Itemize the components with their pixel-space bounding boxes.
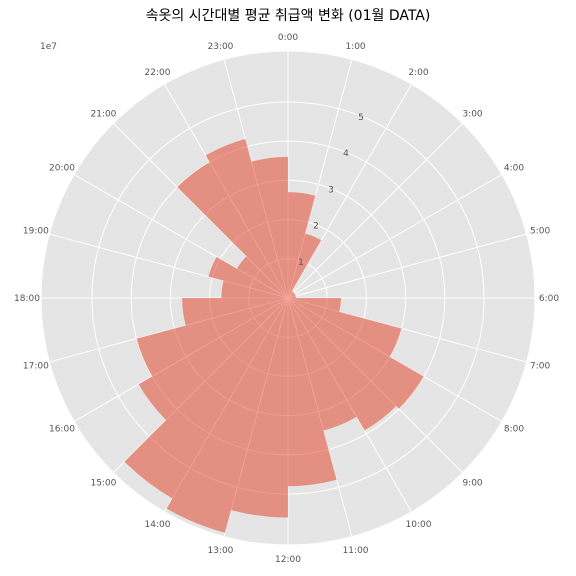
angular-grid-line	[287, 83, 412, 299]
bar-12:00	[231, 298, 288, 518]
angle-tick-label: 19:00	[23, 226, 49, 236]
bar-3:00	[288, 292, 295, 298]
bar-5:00	[288, 295, 296, 298]
angle-tick-label: 10:00	[406, 520, 432, 530]
angle-tick-label: 18:00	[14, 294, 40, 304]
angle-tick-label: 6:00	[539, 294, 559, 304]
offset-label: 1e7	[40, 42, 57, 52]
bar-6:00	[288, 298, 341, 312]
angle-tick-label: 15:00	[90, 479, 116, 489]
angle-tick-label: 21:00	[90, 109, 116, 119]
angle-tick-label: 20:00	[49, 164, 75, 174]
bar-4:00	[288, 294, 296, 298]
angle-tick-label: 1:00	[345, 42, 365, 52]
bar-1:00	[288, 233, 322, 298]
bar-13:00	[166, 298, 288, 533]
bar-20:00	[237, 256, 288, 298]
radial-tick-label: 4	[343, 149, 349, 159]
bars	[124, 138, 424, 533]
bar-7:00	[288, 298, 402, 357]
chart-title: 속옷의 시간대별 평균 취급액 변화 (01월 DATA)	[146, 8, 431, 24]
bar-2:00	[288, 291, 294, 298]
angle-tick-label: 8:00	[504, 425, 524, 435]
radial-tick-label: 1	[298, 258, 304, 268]
radial-tick-label: 3	[328, 185, 334, 195]
angle-tick-label: 2:00	[408, 68, 428, 78]
bar-19:00	[208, 256, 288, 298]
bar-16:00	[136, 298, 288, 377]
angle-tick-label: 4:00	[504, 164, 524, 174]
angle-tick-label: 3:00	[462, 109, 482, 119]
angular-grid-line	[287, 174, 503, 299]
bar-23:00	[251, 156, 288, 298]
angular-grid-line	[287, 233, 527, 299]
radial-tick-label: 2	[313, 222, 319, 232]
angle-tick-label: 17:00	[23, 362, 49, 372]
angle-tick-label: 7:00	[530, 362, 550, 372]
angle-tick-label: 11:00	[343, 546, 369, 556]
bar-8:00	[288, 298, 424, 409]
bar-15:00	[138, 298, 288, 420]
angle-tick-label: 0:00	[278, 33, 298, 43]
radial-tick-label: 5	[358, 113, 364, 123]
bar-21:00	[177, 162, 288, 298]
angle-tick-label: 5:00	[530, 226, 550, 236]
angle-tick-label: 23:00	[207, 42, 233, 52]
bar-9:00	[288, 298, 397, 431]
bar-22:00	[205, 138, 288, 298]
bar-0:00	[288, 192, 316, 298]
angular-grid-line	[287, 122, 464, 299]
angle-tick-label: 12:00	[275, 555, 301, 565]
angle-tick-labels: 0:00 1:00 2:00 3:00 4:00 5:00 6:00 7:00 8:00 9:00…	[14, 33, 559, 565]
bar-11:00	[288, 298, 337, 487]
bar-18:00	[221, 280, 288, 298]
angle-tick-label: 9:00	[462, 479, 482, 489]
bar-17:00	[182, 298, 288, 326]
angle-tick-label: 16:00	[49, 425, 75, 435]
angle-tick-label: 13:00	[207, 546, 233, 556]
angle-tick-label: 14:00	[145, 520, 171, 530]
angle-tick-label: 22:00	[145, 68, 171, 78]
radial-tick-labels: 1 2 3 4 5	[298, 113, 364, 268]
bar-14:00	[124, 298, 288, 499]
bar-10:00	[288, 298, 357, 431]
plot-area	[40, 50, 536, 546]
